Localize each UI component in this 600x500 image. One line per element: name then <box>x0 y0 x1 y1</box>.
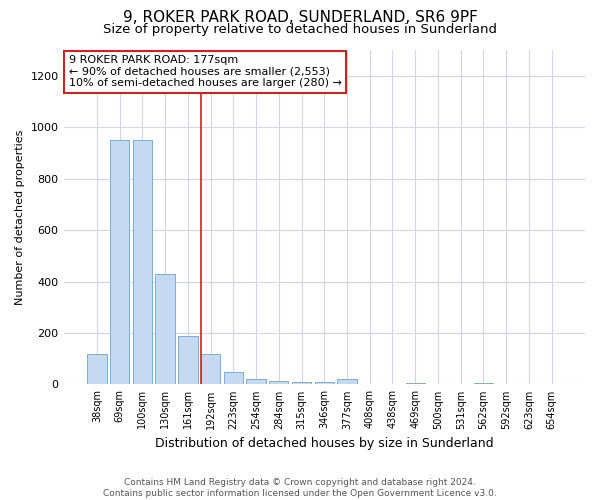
Bar <box>155 274 175 384</box>
Bar <box>178 336 197 384</box>
Bar <box>247 380 266 384</box>
Bar <box>269 380 289 384</box>
Bar <box>224 372 243 384</box>
Text: 9 ROKER PARK ROAD: 177sqm
← 90% of detached houses are smaller (2,553)
10% of se: 9 ROKER PARK ROAD: 177sqm ← 90% of detac… <box>69 55 341 88</box>
Bar <box>406 383 425 384</box>
Bar <box>292 382 311 384</box>
Text: Size of property relative to detached houses in Sunderland: Size of property relative to detached ho… <box>103 22 497 36</box>
Y-axis label: Number of detached properties: Number of detached properties <box>15 130 25 305</box>
Bar <box>87 354 107 384</box>
Bar <box>201 354 220 384</box>
X-axis label: Distribution of detached houses by size in Sunderland: Distribution of detached houses by size … <box>155 437 494 450</box>
Text: 9, ROKER PARK ROAD, SUNDERLAND, SR6 9PF: 9, ROKER PARK ROAD, SUNDERLAND, SR6 9PF <box>122 10 478 25</box>
Bar <box>133 140 152 384</box>
Bar <box>110 140 130 384</box>
Bar <box>314 382 334 384</box>
Bar <box>474 383 493 384</box>
Bar <box>337 380 356 384</box>
Text: Contains HM Land Registry data © Crown copyright and database right 2024.
Contai: Contains HM Land Registry data © Crown c… <box>103 478 497 498</box>
